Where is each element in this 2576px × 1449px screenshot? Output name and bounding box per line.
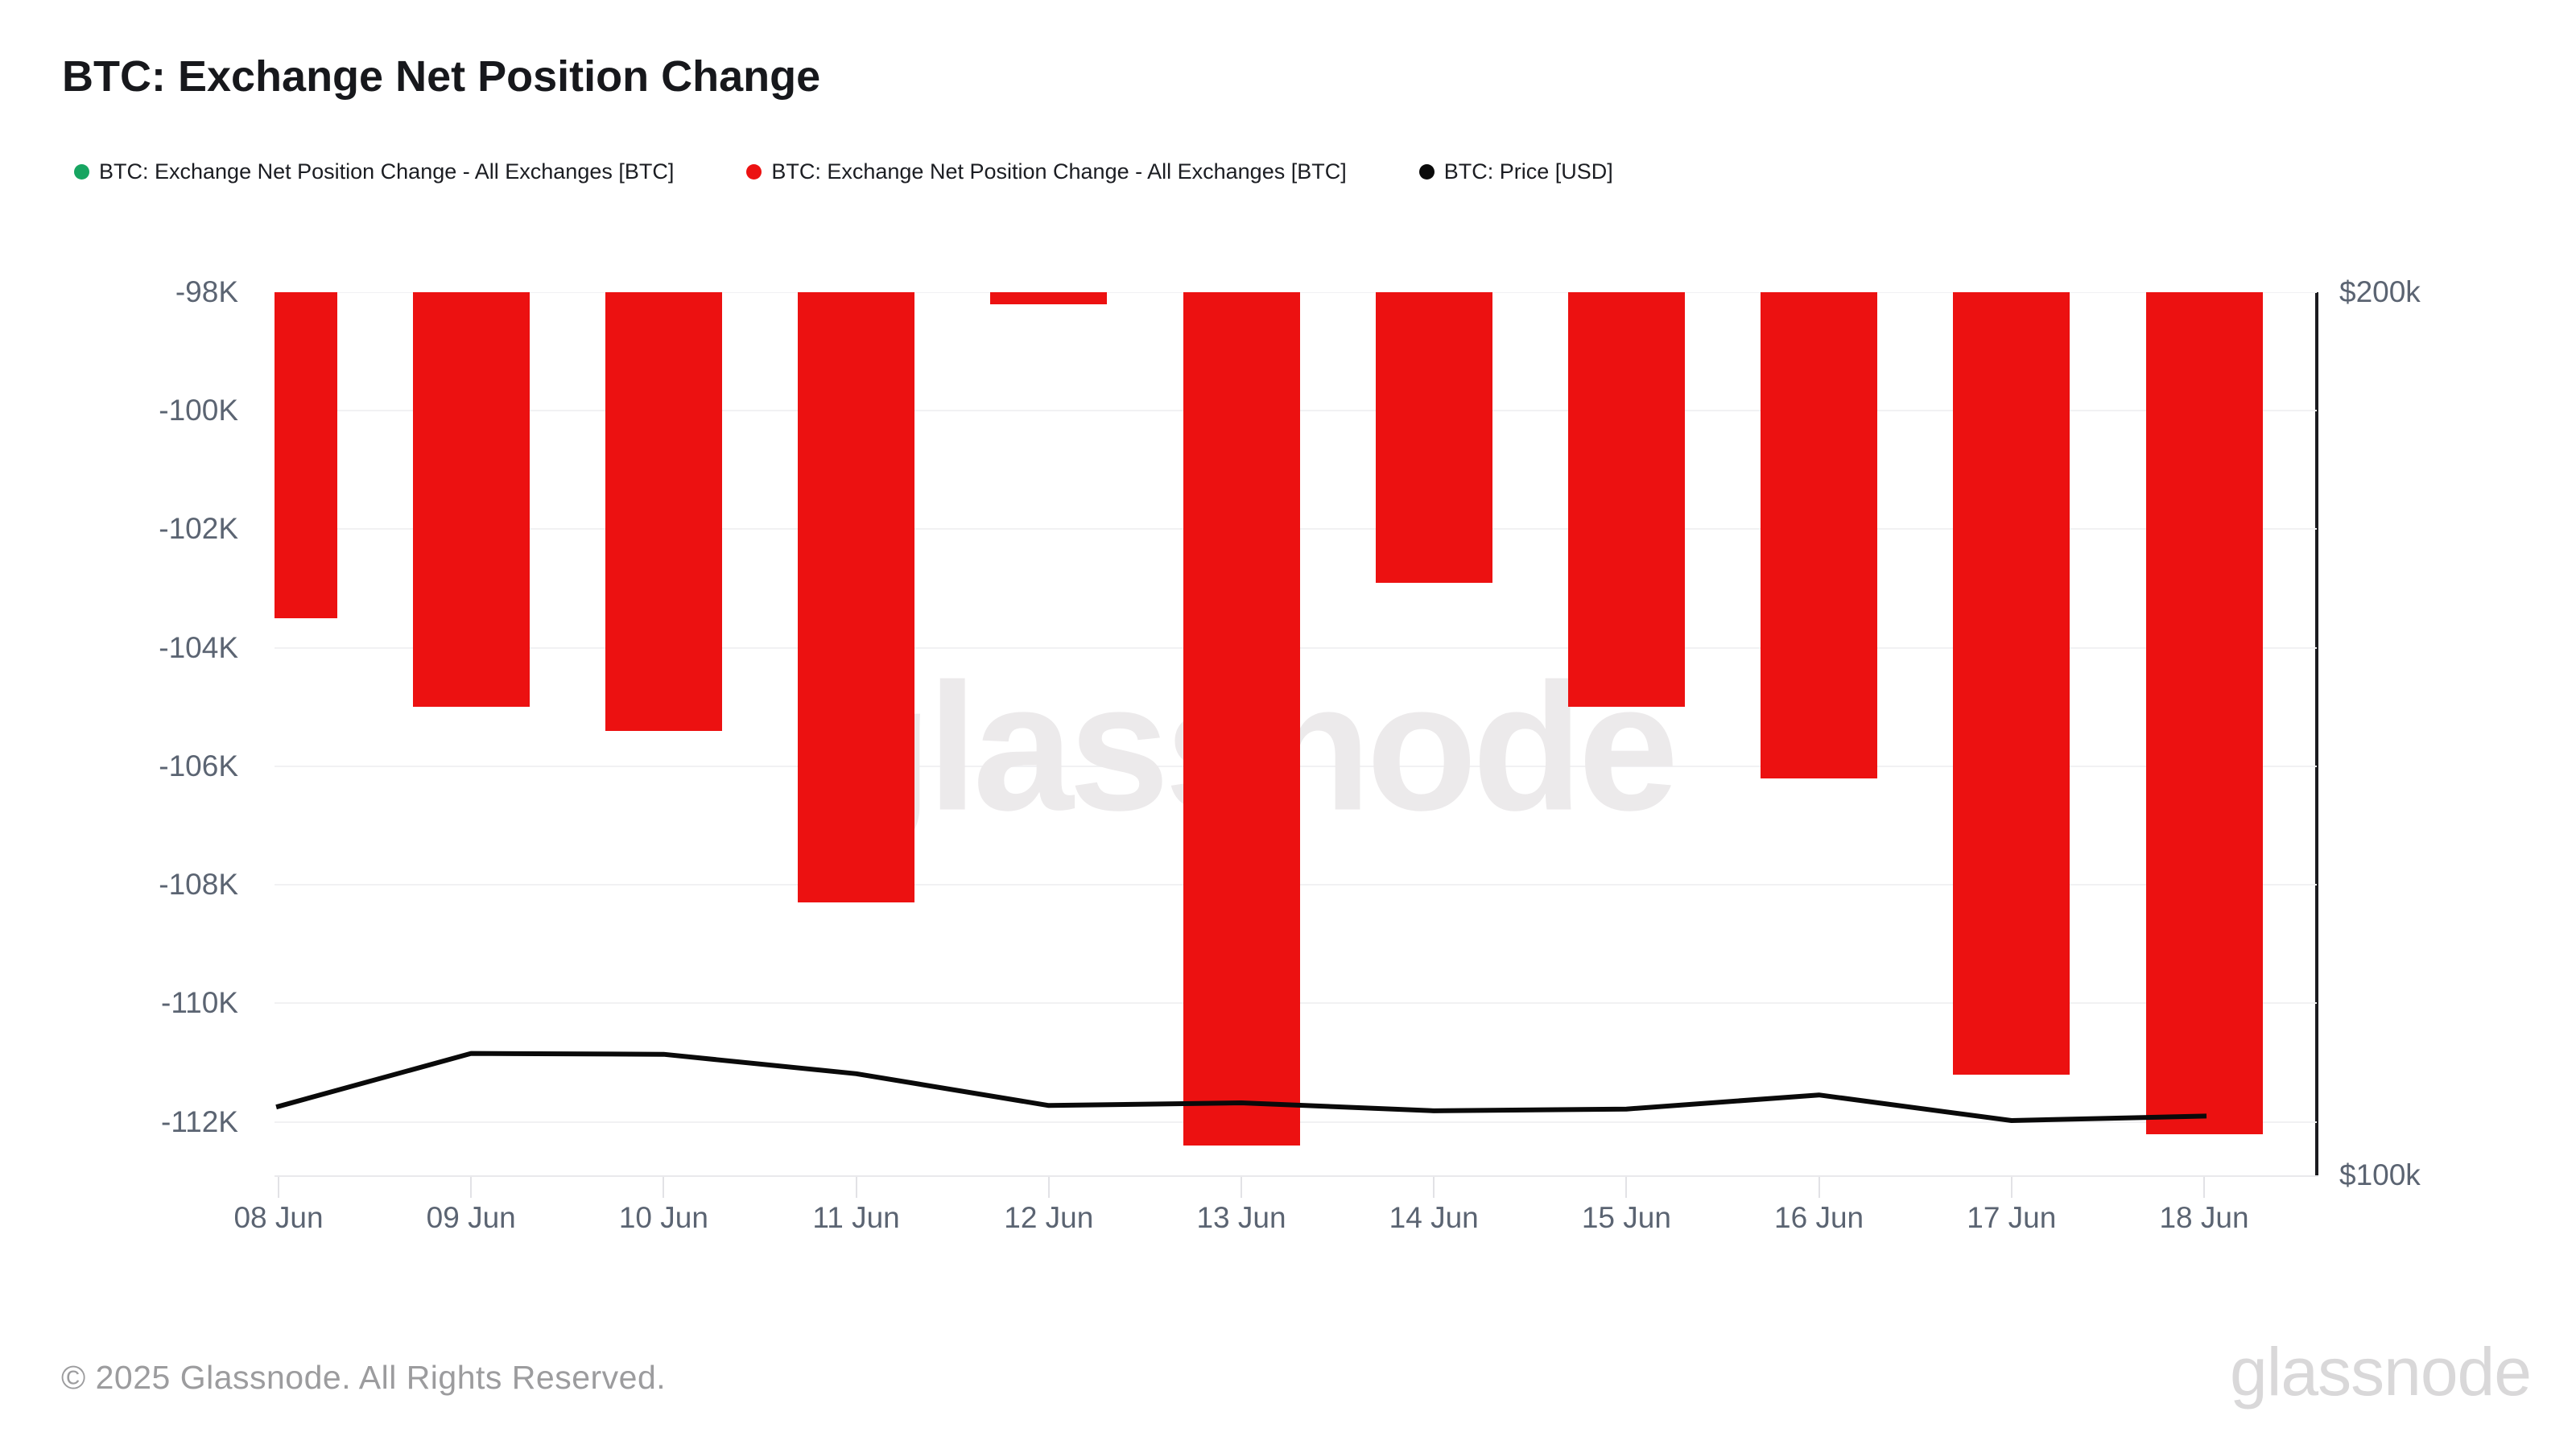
x-label-10-jun: 10 Jun <box>618 1201 708 1234</box>
bar-15-jun[interactable] <box>1567 292 1685 708</box>
legend: BTC: Exchange Net Position Change - All … <box>74 159 1613 184</box>
legend-item-price[interactable]: BTC: Price [USD] <box>1418 159 1613 184</box>
x-tick-14-jun <box>1433 1177 1435 1198</box>
bar-16-jun[interactable] <box>1761 292 1878 778</box>
plot-area[interactable]: glassnode <box>275 292 2317 1175</box>
footer-copyright: © 2025 Glassnode. All Rights Reserved. <box>61 1359 667 1396</box>
x-tick-17-jun <box>2010 1177 2013 1198</box>
x-tick-13-jun <box>1241 1177 1242 1198</box>
page-title: BTC: Exchange Net Position Change <box>62 52 821 101</box>
legend-label: BTC: Price [USD] <box>1443 159 1613 184</box>
left-axis-tick-label: -104K <box>159 630 238 664</box>
x-tick-10-jun <box>663 1177 665 1198</box>
x-tick-08-jun <box>278 1177 279 1198</box>
bar-09-jun[interactable] <box>412 292 530 708</box>
legend-label: BTC: Exchange Net Position Change - All … <box>99 159 675 184</box>
bar-10-jun[interactable] <box>605 292 722 731</box>
bar-11-jun[interactable] <box>798 292 915 903</box>
x-label-18-jun: 18 Jun <box>2159 1201 2249 1234</box>
bar-18-jun[interactable] <box>2145 292 2263 1134</box>
x-label-08-jun: 08 Jun <box>233 1201 324 1234</box>
green-dot-icon <box>74 164 89 180</box>
x-label-13-jun: 13 Jun <box>1196 1201 1286 1234</box>
x-label-09-jun: 09 Jun <box>426 1201 516 1234</box>
black-dot-icon <box>1418 164 1435 180</box>
left-axis-tick-label: -108K <box>159 868 238 902</box>
bar-14-jun[interactable] <box>1375 292 1492 583</box>
right-axis-tick-label: $200k <box>2339 275 2421 308</box>
x-label-14-jun: 14 Jun <box>1389 1201 1479 1234</box>
x-tick-18-jun <box>2203 1177 2205 1198</box>
price-line <box>275 1051 2207 1123</box>
left-axis-tick-label: -102K <box>159 512 238 546</box>
red-dot-icon <box>746 164 762 180</box>
x-tick-15-jun <box>1625 1177 1628 1198</box>
x-axis-baseline <box>275 1175 2318 1177</box>
price-line-svg <box>275 1051 2207 1123</box>
legend-item-net-position-red[interactable]: BTC: Exchange Net Position Change - All … <box>746 159 1347 184</box>
left-axis-tick-label: -106K <box>159 749 238 782</box>
x-label-17-jun: 17 Jun <box>1967 1201 2057 1234</box>
bar-17-jun[interactable] <box>1953 292 2070 1075</box>
right-axis-line <box>2315 292 2318 1177</box>
bar-13-jun[interactable] <box>1183 292 1300 1146</box>
x-label-15-jun: 15 Jun <box>1581 1201 1671 1234</box>
legend-item-net-position-green[interactable]: BTC: Exchange Net Position Change - All … <box>74 159 674 184</box>
left-axis-tick-label: -98K <box>175 275 238 308</box>
x-label-12-jun: 12 Jun <box>1004 1201 1094 1234</box>
bar-12-jun[interactable] <box>990 292 1108 304</box>
legend-label: BTC: Exchange Net Position Change - All … <box>771 159 1347 184</box>
left-axis-tick-label: -112K <box>161 1104 238 1138</box>
x-tick-16-jun <box>1818 1177 1820 1198</box>
left-axis-tick-label: -100K <box>159 394 238 427</box>
x-label-11-jun: 11 Jun <box>812 1201 900 1234</box>
right-axis-tick-label: $100k <box>2339 1158 2421 1191</box>
x-tick-11-jun <box>855 1177 857 1198</box>
bar-08-jun[interactable] <box>275 292 337 618</box>
left-axis-tick-label: -110K <box>161 986 238 1020</box>
x-tick-12-jun <box>1047 1177 1050 1198</box>
x-label-16-jun: 16 Jun <box>1774 1201 1864 1234</box>
x-tick-09-jun <box>470 1177 473 1198</box>
glassnode-logo: glassnode <box>2230 1334 2532 1410</box>
